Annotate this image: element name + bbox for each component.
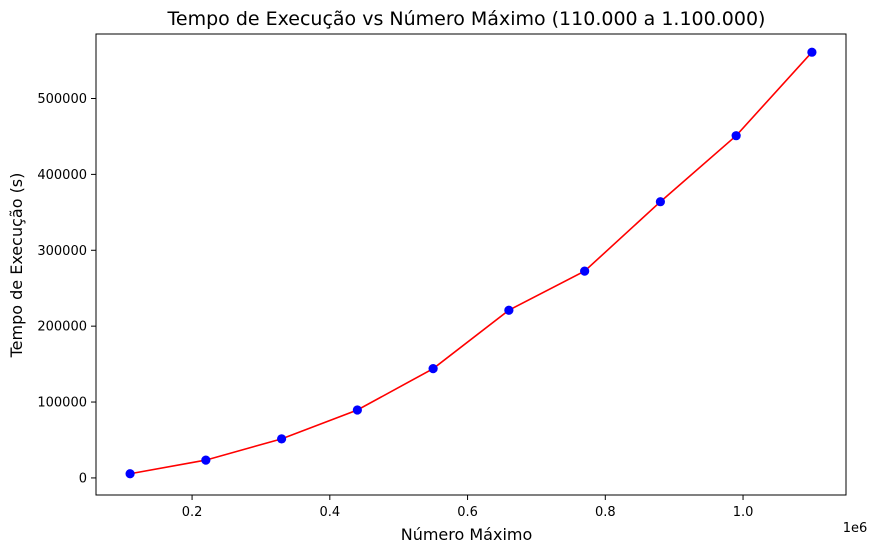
data-point-marker <box>352 405 362 415</box>
data-point-marker <box>277 434 287 444</box>
chart-title: Tempo de Execução vs Número Máximo (110.… <box>167 8 766 30</box>
x-tick-label: 0.2 <box>182 505 203 520</box>
y-tick-label: 500000 <box>37 92 87 107</box>
x-tick-label: 1.0 <box>733 505 754 520</box>
x-tick-label: 0.4 <box>319 505 340 520</box>
series-line <box>129 51 813 475</box>
data-point-marker <box>807 47 817 57</box>
data-point-marker <box>125 469 135 479</box>
series-layer <box>125 47 817 479</box>
data-point-marker <box>428 364 438 374</box>
y-axis-ticks: 0 100000 200000 300000 400000 500000 <box>37 92 96 486</box>
y-tick-label: 400000 <box>37 168 87 183</box>
y-tick-label: 300000 <box>37 244 87 259</box>
x-tick-label: 0.8 <box>595 505 616 520</box>
data-point-marker <box>504 305 514 315</box>
data-point-marker <box>201 455 211 465</box>
y-axis-title: Tempo de Execução (s) <box>7 173 26 359</box>
x-axis-title: Número Máximo <box>401 525 533 544</box>
x-tick-label: 0.6 <box>457 505 478 520</box>
data-point-marker <box>580 266 590 276</box>
y-tick-label: 200000 <box>37 320 87 335</box>
data-point-marker <box>655 197 665 207</box>
plot-area-frame <box>95 33 847 496</box>
x-axis-offset-label: 1e6 <box>843 521 868 536</box>
y-tick-label: 0 <box>79 471 87 486</box>
y-tick-label: 100000 <box>37 396 87 411</box>
x-axis-ticks: 0.2 0.4 0.6 0.8 1.0 <box>182 495 754 520</box>
data-point-marker <box>731 131 741 141</box>
